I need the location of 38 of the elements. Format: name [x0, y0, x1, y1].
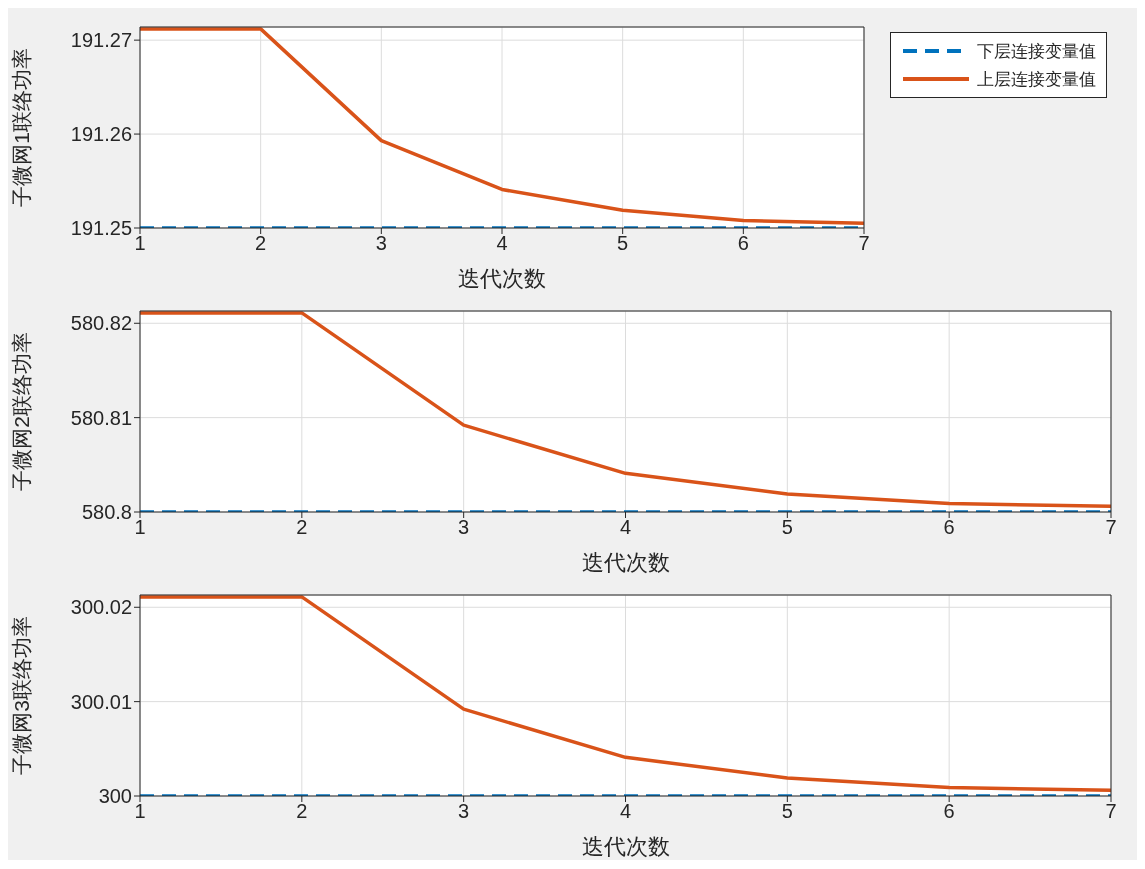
y-tick-label: 300.01: [70, 690, 132, 713]
x-tick-label: 4: [619, 800, 632, 823]
legend-label: 上层连接变量值: [977, 68, 1096, 91]
y-tick-label: 191.25: [70, 217, 132, 240]
x-tick-label: 2: [296, 800, 308, 823]
y-axis-title: 子微网1联络功率: [10, 48, 34, 207]
y-tick-label: 300.02: [70, 596, 132, 619]
y-axis-title: 子微网3联络功率: [10, 616, 34, 775]
x-tick-label: 3: [458, 516, 470, 539]
y-axis-title: 子微网2联络功率: [10, 332, 34, 491]
y-tick-label: 191.26: [70, 123, 132, 146]
x-tick-label: 3: [458, 800, 470, 823]
x-tick-label: 5: [781, 800, 793, 823]
x-tick-label: 4: [496, 232, 508, 255]
y-tick-label: 580.81: [70, 406, 132, 429]
x-tick-label: 5: [617, 232, 629, 255]
x-tick-label: 6: [943, 516, 955, 539]
x-axis-title: 迭代次数: [458, 266, 546, 291]
x-tick-label: 1: [134, 516, 146, 539]
y-tick-label: 191.27: [70, 29, 132, 52]
x-tick-label: 7: [1105, 800, 1117, 823]
x-tick-label: 3: [375, 232, 387, 255]
x-tick-label: 1: [134, 800, 146, 823]
legend-label: 下层连接变量值: [977, 40, 1096, 63]
x-tick-label: 2: [255, 232, 267, 255]
x-tick-label: 6: [737, 232, 749, 255]
y-tick-label: 580.82: [70, 312, 132, 335]
x-axis-title: 迭代次数: [581, 834, 670, 859]
x-tick-label: 5: [781, 516, 793, 539]
x-tick-label: 6: [943, 800, 955, 823]
y-tick-label: 300: [98, 785, 132, 808]
x-tick-label: 4: [619, 516, 632, 539]
x-tick-label: 7: [1105, 516, 1117, 539]
x-axis-title: 迭代次数: [581, 550, 670, 575]
y-tick-label: 580.8: [81, 501, 132, 524]
x-tick-label: 1: [134, 232, 146, 255]
x-tick-label: 2: [296, 516, 308, 539]
x-tick-label: 7: [858, 232, 870, 255]
